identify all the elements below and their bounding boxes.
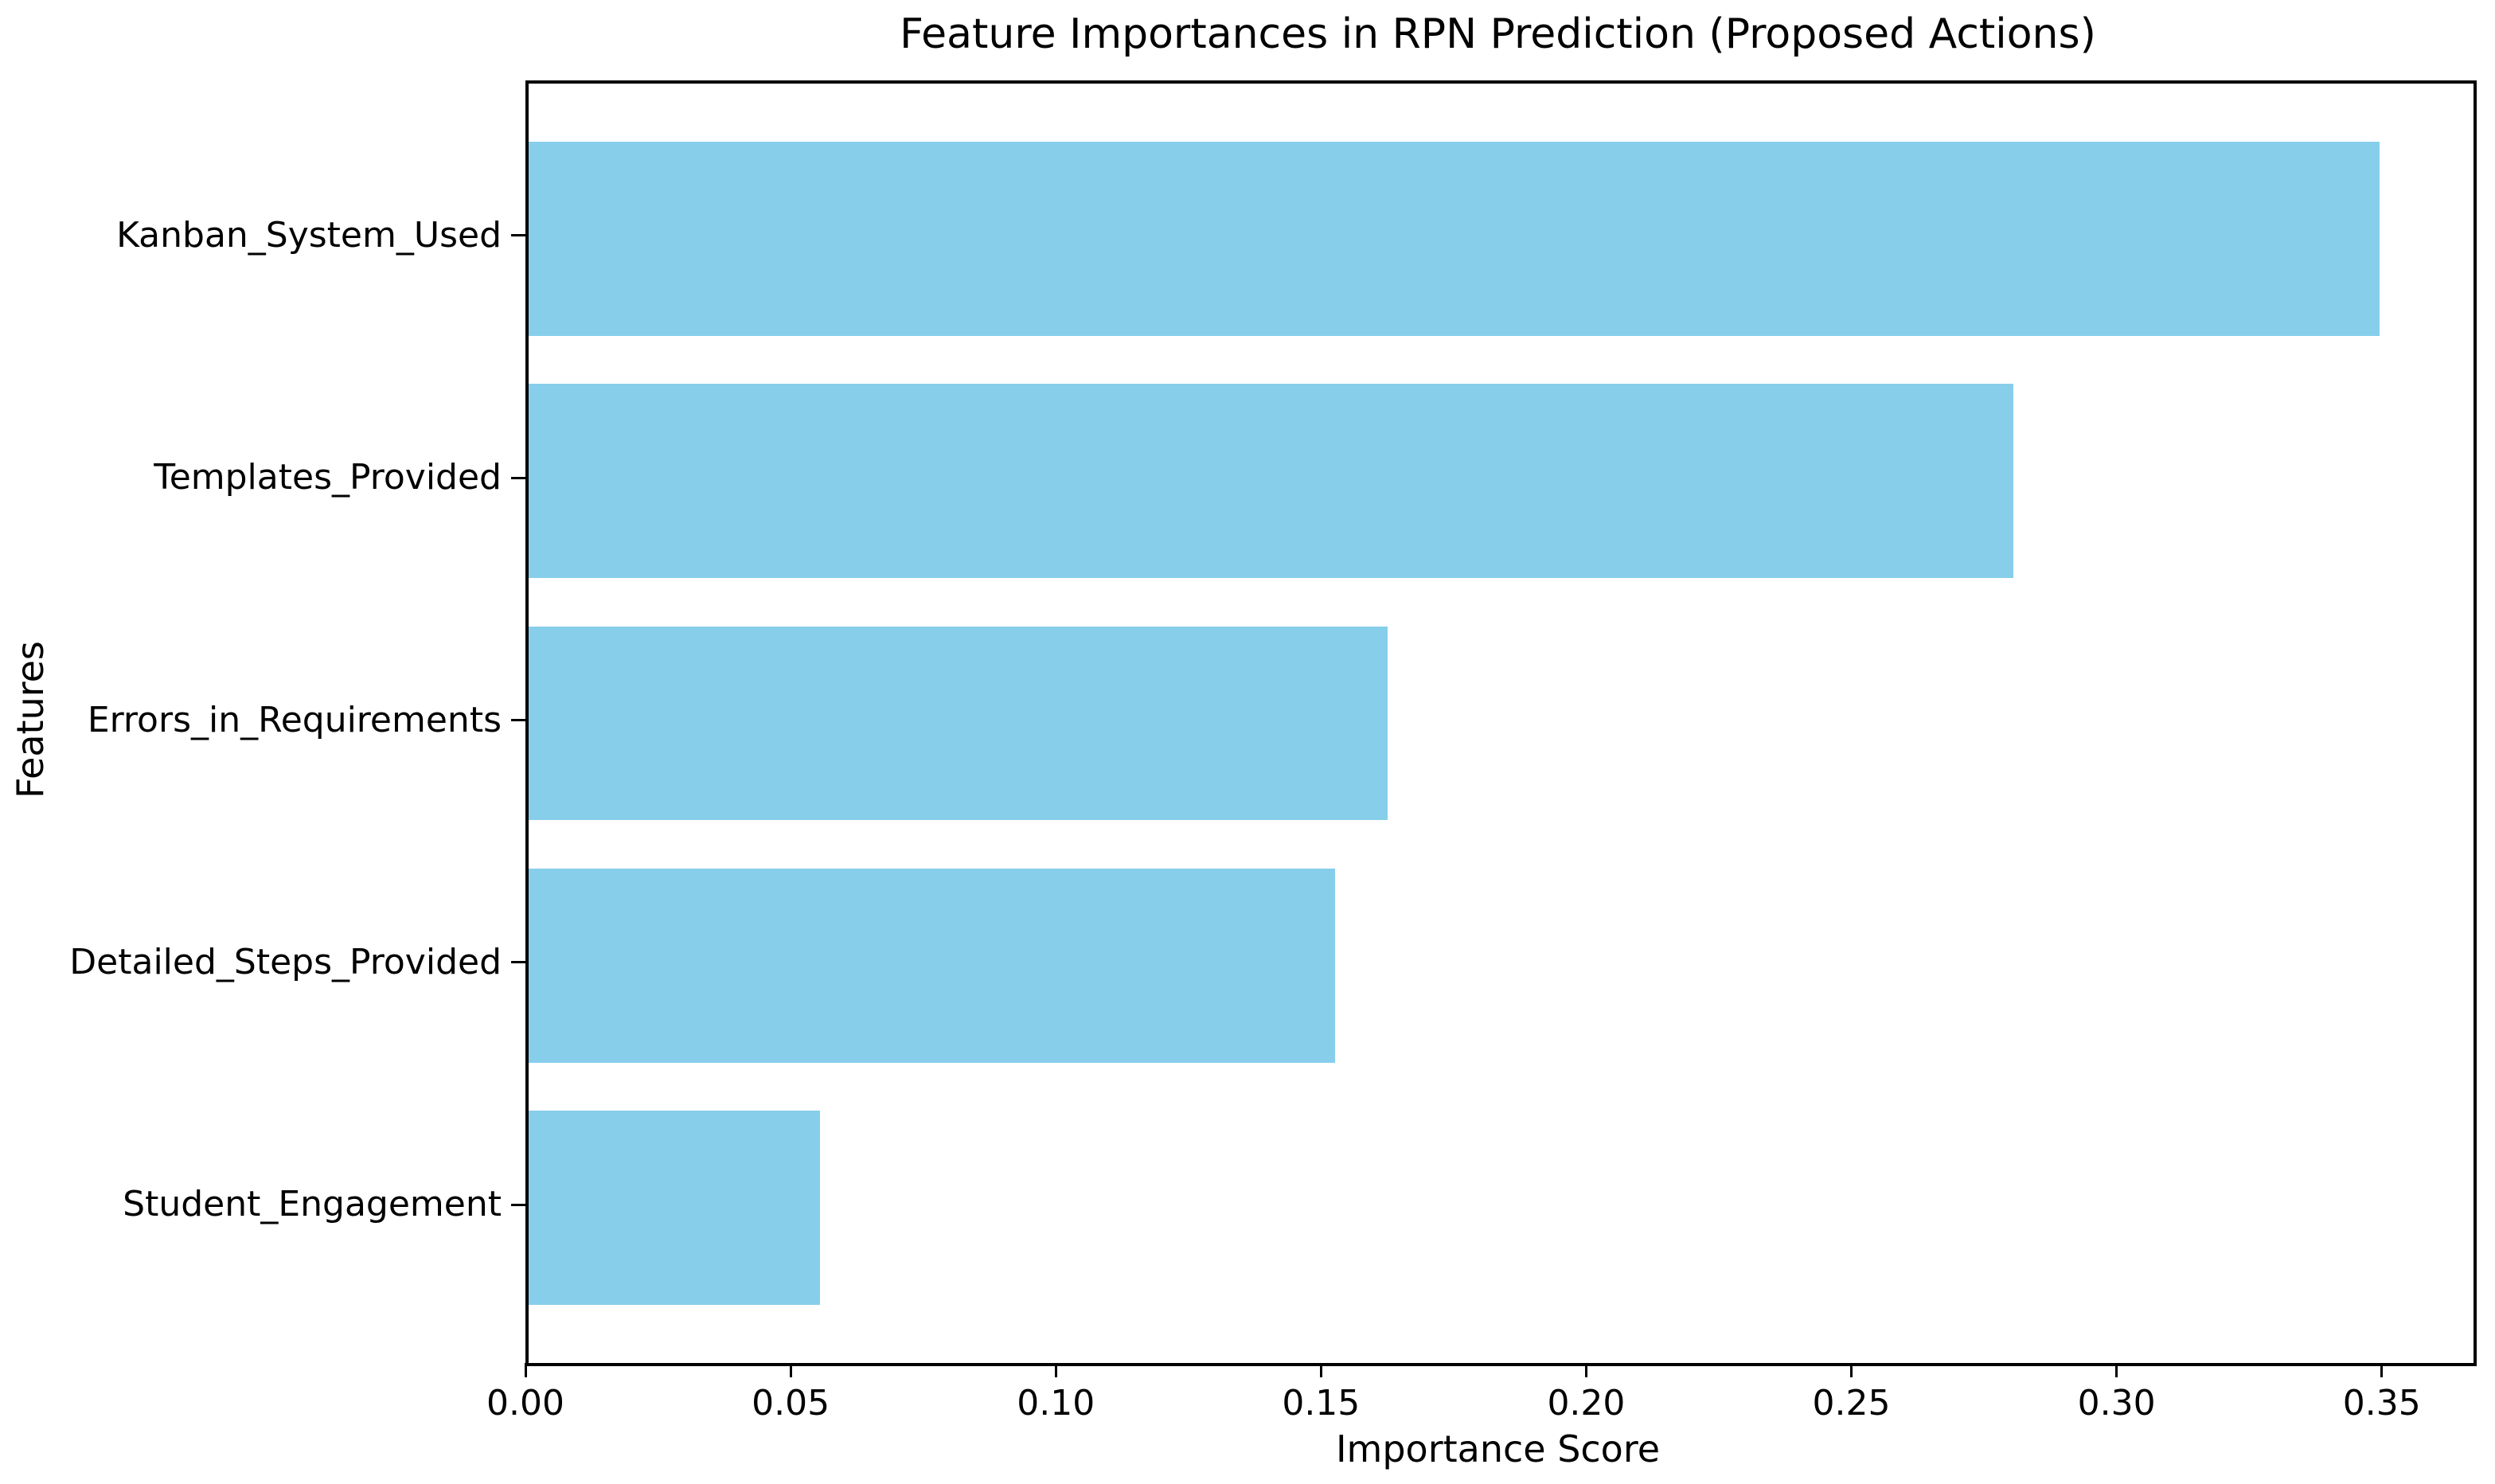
x-tick-label: 0.20 xyxy=(1547,1383,1626,1423)
chart-title: Feature Importances in RPN Prediction (P… xyxy=(900,10,2096,58)
bar xyxy=(529,142,2380,336)
x-tick-label: 0.10 xyxy=(1017,1383,1095,1423)
x-tick xyxy=(1584,1363,1587,1377)
x-tick xyxy=(1319,1363,1322,1377)
bar xyxy=(529,626,1388,821)
category-label: Detailed_Steps_Provided xyxy=(69,941,502,982)
bar xyxy=(529,384,2014,578)
category-label: Templates_Provided xyxy=(154,457,502,498)
category-label: Student_Engagement xyxy=(123,1184,502,1225)
bar xyxy=(529,869,1335,1063)
x-tick xyxy=(789,1363,792,1377)
x-tick-label: 0.30 xyxy=(2077,1383,2156,1423)
category-label: Errors_in_Requirements xyxy=(87,699,502,740)
x-tick-label: 0.25 xyxy=(1812,1383,1891,1423)
y-tick xyxy=(511,234,525,237)
x-tick-label: 0.05 xyxy=(752,1383,830,1423)
y-tick xyxy=(511,961,525,964)
y-tick xyxy=(511,719,525,721)
x-tick-label: 0.15 xyxy=(1282,1383,1361,1423)
x-tick xyxy=(1850,1363,1853,1377)
x-tick xyxy=(1054,1363,1057,1377)
plot-area xyxy=(525,80,2477,1366)
bar xyxy=(529,1111,821,1305)
x-axis-label: Importance Score xyxy=(1335,1427,1661,1470)
y-tick xyxy=(511,1203,525,1206)
category-label: Kanban_System_Used xyxy=(116,214,502,256)
x-tick xyxy=(2115,1363,2118,1377)
x-tick-label: 0.00 xyxy=(486,1383,564,1423)
x-tick xyxy=(524,1363,527,1377)
x-tick-label: 0.35 xyxy=(2342,1383,2421,1423)
y-tick xyxy=(511,476,525,479)
x-tick xyxy=(2380,1363,2384,1377)
